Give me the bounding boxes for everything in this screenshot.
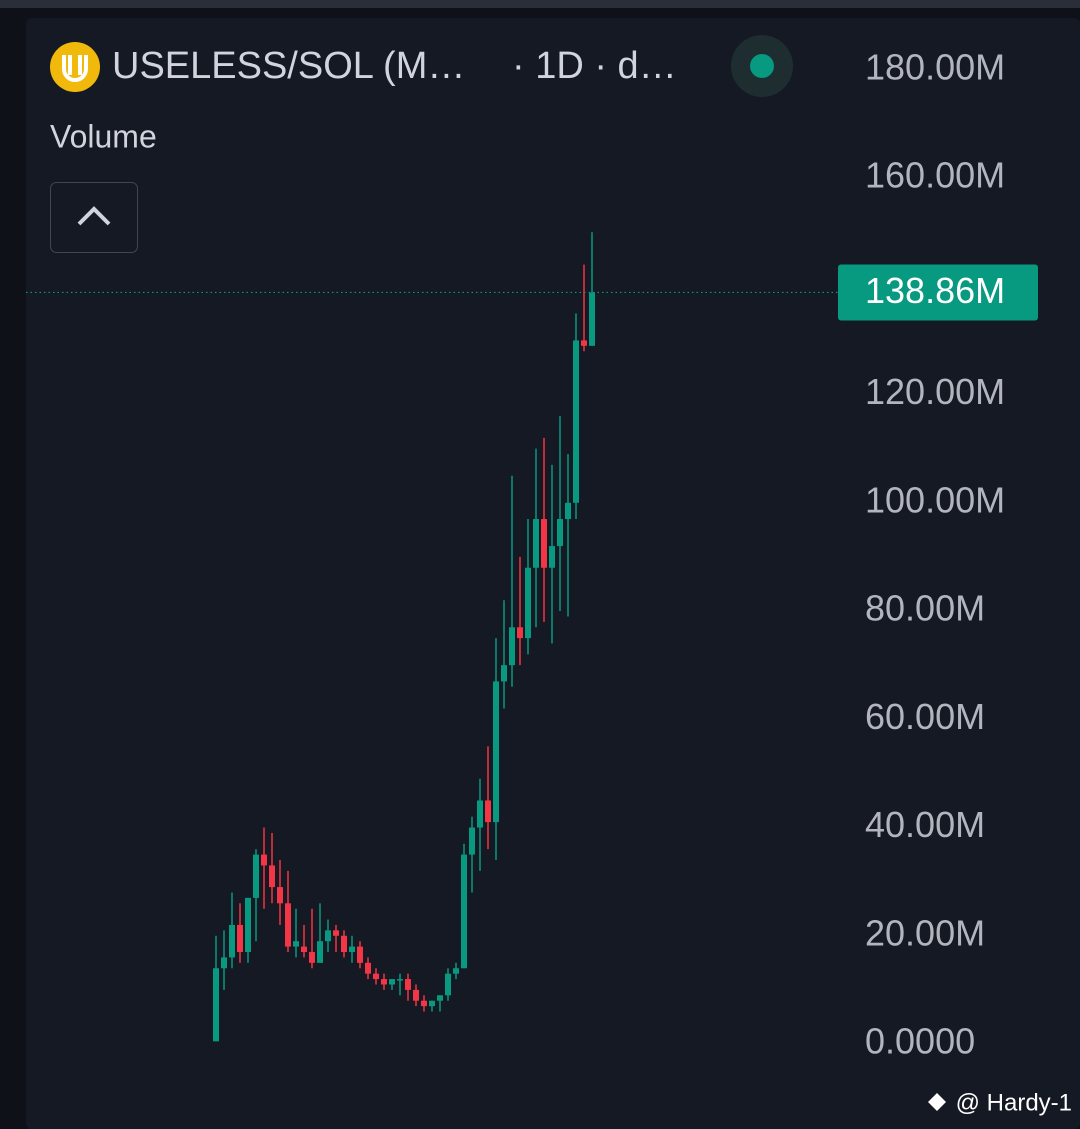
candle-body (333, 930, 339, 936)
candle-body (509, 627, 515, 666)
candle-body (213, 968, 219, 1042)
y-tick-label: 80.00M (865, 588, 985, 629)
coin-icon (50, 42, 100, 92)
candle-body (341, 935, 347, 953)
candle-body (357, 946, 363, 963)
candle-body (253, 854, 259, 898)
candle-body (245, 897, 251, 953)
watermark: @ Hardy-1 (956, 1089, 1072, 1116)
candle-body (237, 924, 243, 953)
last-price-label: 138.86M (865, 270, 1005, 311)
candle-body (581, 340, 587, 346)
y-tick-label: 160.00M (865, 155, 1005, 196)
candle-body (469, 827, 475, 855)
candle-body (437, 995, 443, 1001)
candle-body (517, 627, 523, 639)
coin-glyph (62, 55, 88, 82)
chevron-icon (77, 206, 111, 226)
candle-body (365, 962, 371, 974)
candle-body (413, 989, 419, 1001)
y-tick-label: 40.00M (865, 804, 985, 845)
y-tick-label: 60.00M (865, 696, 985, 737)
candle-body (285, 903, 291, 947)
indicator-label: Volume (50, 118, 157, 154)
panel (26, 18, 1080, 1129)
status-dot (750, 54, 774, 78)
candle-body (309, 952, 315, 963)
candle-body (349, 946, 355, 953)
candle-body (269, 865, 275, 888)
candle-body (397, 979, 403, 981)
candle-body (461, 854, 467, 969)
candle-body (317, 941, 323, 963)
candle-body (525, 567, 531, 639)
candle-body (533, 519, 539, 568)
y-tick-label: 180.00M (865, 46, 1005, 87)
candle-body (429, 1000, 435, 1007)
candle-body (453, 968, 459, 974)
y-tick-label: 100.00M (865, 479, 1005, 520)
candle-body (373, 973, 379, 980)
candle-body (421, 1000, 427, 1007)
candle-body (221, 957, 227, 969)
candle-body (301, 946, 307, 953)
candle-body (589, 292, 595, 346)
candle-body (573, 340, 579, 503)
candle-body (445, 973, 451, 996)
collapse-button[interactable] (50, 182, 138, 253)
candle-body (557, 519, 563, 547)
candle-body (389, 979, 395, 985)
y-tick-label: 20.00M (865, 912, 985, 953)
chart-title: USELESS/SOL (M… (112, 45, 465, 87)
candle-body (565, 502, 571, 520)
candle-body (229, 924, 235, 958)
y-tick-label: 120.00M (865, 371, 1005, 412)
candle-body (477, 800, 483, 828)
candle-body (405, 979, 411, 990)
candle-body (277, 887, 283, 904)
candle-body (261, 854, 267, 866)
candle-body (501, 665, 507, 682)
last-price-badge (838, 264, 1038, 321)
candle-body (493, 681, 499, 823)
candle-body (293, 941, 299, 947)
watermark-icon (928, 1093, 946, 1111)
y-tick-label: 0.0000 (865, 1021, 975, 1062)
candle-body (549, 546, 555, 568)
candle-body (325, 930, 331, 942)
chart-subtitle: · 1D · d… (512, 45, 677, 87)
candle-body (541, 519, 547, 568)
candle-body (381, 979, 387, 985)
top-bar (0, 0, 1080, 8)
candle-body (485, 800, 491, 823)
